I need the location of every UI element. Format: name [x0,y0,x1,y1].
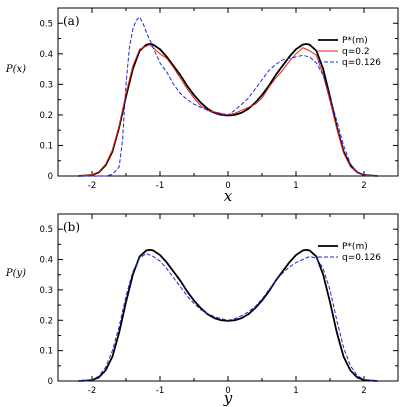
panel-label: (a) [63,14,80,28]
x-tick-label: 2 [361,181,366,191]
series-line-p-m- [78,43,378,177]
panel-label: (b) [63,220,80,234]
y-tick-label: 0.4 [39,50,53,60]
x-tick-label: 1 [293,386,298,396]
y-tick-label: 0 [48,172,53,182]
legend-label: q=0.2 [342,47,370,57]
legend-label: P*(m) [342,242,368,252]
y-tick-label: 0.3 [39,80,53,90]
x-axis-label: x [224,187,233,205]
y-tick-label: 0.5 [39,225,53,235]
x-tick-label: -2 [88,386,96,396]
y-tick-label: 0 [48,377,53,387]
y-tick-label: 0.1 [39,347,53,357]
x-axis-label: y [223,389,233,407]
y-axis-label: P(y) [5,268,26,279]
y-tick-label: 0.5 [39,19,53,29]
y-tick-label: 0.3 [39,286,53,296]
x-tick-label: 0 [225,181,230,191]
x-tick-label: 0 [225,386,230,396]
x-tick-label: -1 [156,386,164,396]
y-tick-label: 0.2 [39,111,53,121]
x-tick-label: 1 [293,181,298,191]
series-line-q-0-126 [78,252,378,382]
series-line-p-m- [78,248,378,382]
panel-b: -2 -1 0 1 2 0 0.1 0.2 0.3 0.4 0.5 y P(y) (b) P*(m)q=0.… [5,213,399,407]
panel-a: -2 -1 0 1 200.10.20.30.40.5xP(x)(a)P*(m)q=0.… [5,7,399,205]
plot-frame [57,7,399,177]
legend-label: P*(m) [342,36,368,46]
y-tick-label: 0.4 [39,256,53,266]
legend-label: q=0.126 [342,253,381,263]
y-tick-label: 0.1 [39,141,53,151]
series-line-q-0-126 [78,16,378,177]
y-tick-label: 0.2 [39,316,53,326]
y-axis-label: P(x) [5,64,26,75]
x-tick-label: -1 [156,181,164,191]
x-tick-label: 2 [361,386,366,396]
legend-label: q=0.126 [342,58,381,68]
x-tick-label: -2 [88,181,96,191]
